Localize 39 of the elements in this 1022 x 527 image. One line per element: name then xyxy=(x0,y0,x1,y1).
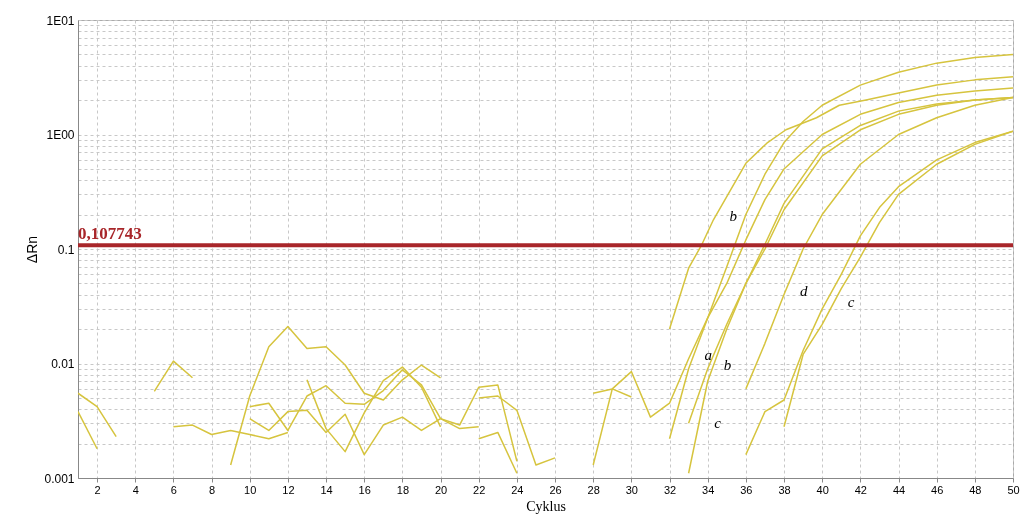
annotation: c xyxy=(847,294,855,311)
x-tick-label: 16 xyxy=(358,483,371,496)
x-tick-label: 8 xyxy=(209,483,216,496)
x-tick-label: 46 xyxy=(931,483,944,496)
annotation: c xyxy=(714,414,722,431)
x-tick-label: 44 xyxy=(892,483,906,496)
y-tick-label: 0.01 xyxy=(51,357,75,371)
x-tick-label: 32 xyxy=(663,483,677,496)
x-tick-label: 30 xyxy=(625,483,638,496)
x-tick-label: 48 xyxy=(969,483,982,496)
x-tick-label: 50 xyxy=(1007,483,1020,496)
x-tick-label: 26 xyxy=(549,483,562,496)
x-tick-label: 10 xyxy=(244,483,257,496)
x-tick-label: 22 xyxy=(473,483,486,496)
x-tick-label: 14 xyxy=(320,483,333,496)
x-tick-label: 28 xyxy=(587,483,600,496)
annotation: a xyxy=(704,346,713,363)
x-tick-label: 20 xyxy=(434,483,448,496)
x-tick-label: 2 xyxy=(94,483,101,496)
x-tick-label: 6 xyxy=(170,483,177,496)
annotation: d xyxy=(800,282,809,299)
x-tick-label: 36 xyxy=(740,483,753,496)
y-axis-title: ΔRn xyxy=(24,235,41,264)
y-tick-label: 0.001 xyxy=(44,471,75,486)
x-tick-label: 42 xyxy=(854,483,867,496)
ref-line-label: 0,107743 xyxy=(78,224,142,244)
x-tick-label: 24 xyxy=(511,483,524,496)
y-tick-label: 1E00 xyxy=(46,128,75,142)
annotation: b xyxy=(723,356,732,373)
x-tick-label: 4 xyxy=(132,483,139,496)
y-tick-label: 0.1 xyxy=(57,242,75,257)
x-tick-label: 40 xyxy=(816,483,829,496)
x-tick-label: 34 xyxy=(702,483,715,496)
annotation: b xyxy=(729,207,738,224)
x-tick-label: 18 xyxy=(396,483,410,496)
x-tick-label: 38 xyxy=(778,483,791,496)
x-axis-title: Cyklus xyxy=(526,498,566,514)
x-tick-label: 12 xyxy=(282,483,295,496)
y-tick-label: 1E01 xyxy=(46,13,75,28)
